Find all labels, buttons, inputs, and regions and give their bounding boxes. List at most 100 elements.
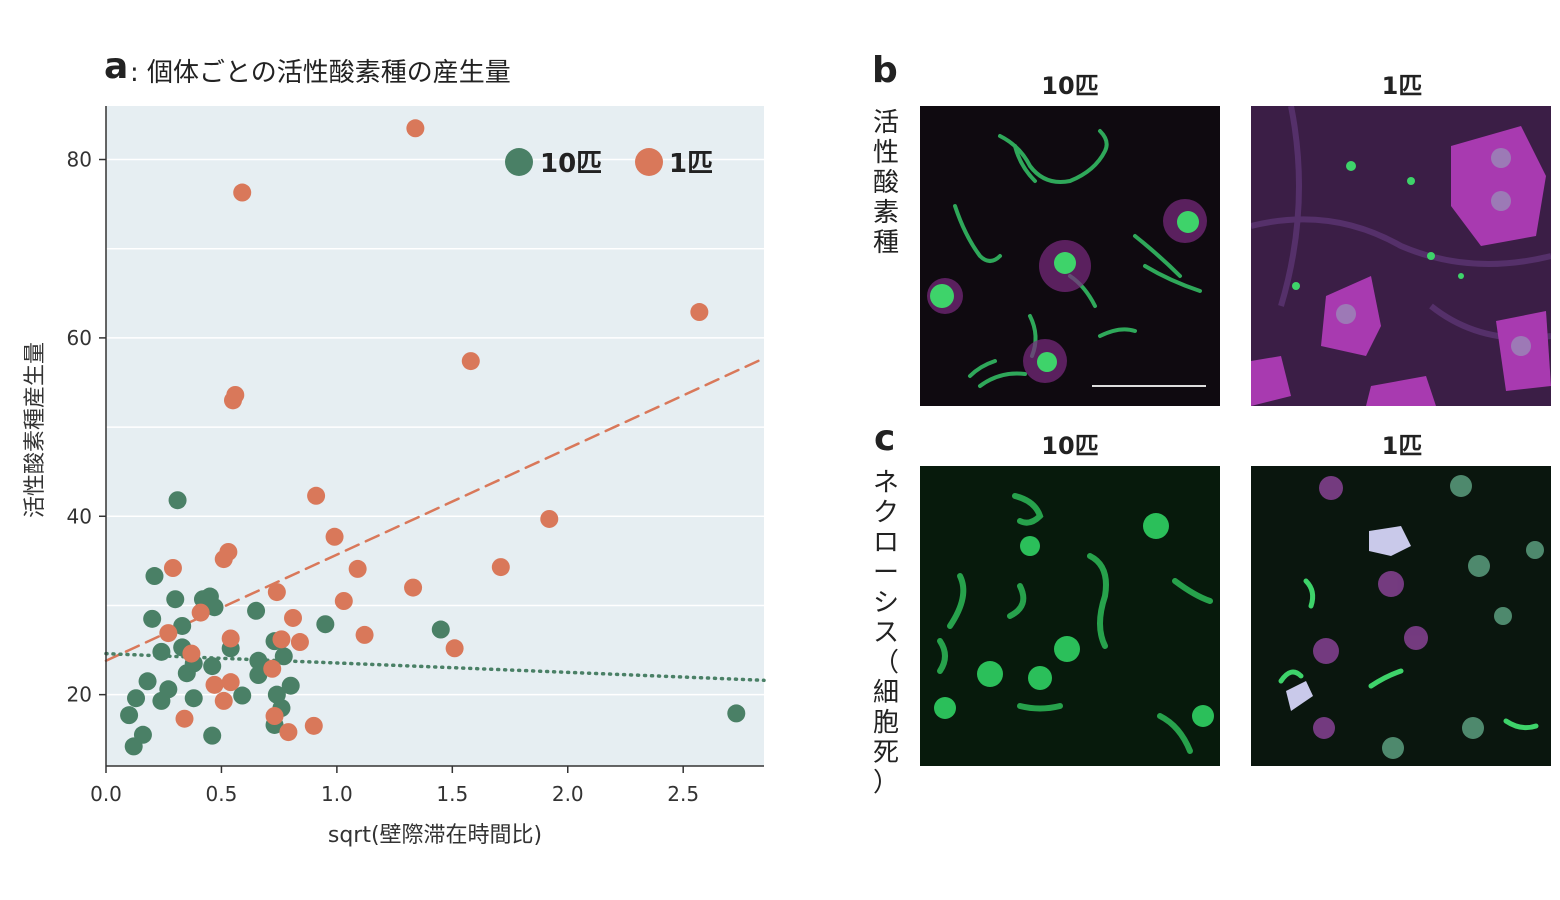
point-10 xyxy=(203,726,222,745)
point-1 xyxy=(163,559,182,577)
point-1 xyxy=(159,624,178,643)
x-tick-label: 1.0 xyxy=(321,782,353,806)
point-1 xyxy=(214,691,233,710)
x-tick-label: 0.0 xyxy=(90,782,122,806)
panel-b-col-label-1: 1匹 xyxy=(1381,72,1423,100)
point-1 xyxy=(491,558,510,577)
panel-c-letter: c xyxy=(874,418,896,459)
point-1 xyxy=(445,639,464,658)
panel-c-col-label-1: 1匹 xyxy=(1381,432,1423,460)
x-tick-label: 0.5 xyxy=(206,782,238,806)
point-10 xyxy=(159,680,178,699)
panel-c-row-label-char: ） xyxy=(872,768,899,798)
panel-a-title: : 個体ごとの活性酸素種の産生量 xyxy=(130,58,511,88)
point-1 xyxy=(406,119,425,138)
point-10 xyxy=(205,598,224,617)
point-1 xyxy=(219,542,238,561)
point-10 xyxy=(274,647,293,666)
point-1 xyxy=(334,592,353,610)
point-1 xyxy=(325,527,344,546)
point-10 xyxy=(727,704,746,723)
y-tick-label: 80 xyxy=(67,148,92,172)
panel-b-row-label-char: 活 xyxy=(872,108,899,138)
panel-b-row-label-char: 素 xyxy=(872,198,899,228)
point-1 xyxy=(221,629,240,648)
point-1 xyxy=(267,583,286,602)
point-1 xyxy=(265,707,284,726)
point-10 xyxy=(133,725,152,744)
point-10 xyxy=(431,620,450,639)
panel-b-row-label-char: 酸 xyxy=(872,168,899,198)
point-1 xyxy=(226,385,245,404)
y-tick-label: 60 xyxy=(67,326,92,350)
point-1 xyxy=(284,608,303,627)
point-1 xyxy=(175,709,194,728)
point-1 xyxy=(355,625,374,644)
y-tick-label: 40 xyxy=(67,504,92,528)
panel-c-row-label-char: ク xyxy=(872,498,899,528)
point-10 xyxy=(247,601,266,620)
point-1 xyxy=(233,183,252,202)
point-10 xyxy=(145,567,164,586)
panel-c-row-label-char: 胞 xyxy=(872,708,899,738)
point-10 xyxy=(138,672,157,691)
panel-c-row-label: ネクローシス（細胞死） xyxy=(866,468,906,798)
point-1 xyxy=(182,644,201,663)
legend-marker-10 xyxy=(505,148,533,176)
point-10 xyxy=(316,615,335,634)
micrograph-necrosis-1 xyxy=(1251,466,1551,766)
micrograph-ros-1 xyxy=(1251,106,1551,406)
point-10 xyxy=(143,609,162,628)
panel-b-row-label-char: 種 xyxy=(872,228,899,258)
panel-c-row-label-char: （ xyxy=(872,648,899,678)
micrograph-necrosis-10 xyxy=(920,466,1220,766)
data-points xyxy=(120,119,746,756)
point-10 xyxy=(203,657,222,676)
point-1 xyxy=(272,630,291,649)
point-10 xyxy=(249,666,268,685)
panel-c-row-label-char: ー xyxy=(872,558,899,588)
point-10 xyxy=(120,706,139,725)
panel-a-letter: a xyxy=(104,46,129,87)
x-ticks: 0.0 0.5 1.0 1.5 2.0 2.5 xyxy=(90,766,699,806)
panel-c-row-label-char: 細 xyxy=(872,678,899,708)
panel-b-col-label-10: 10匹 xyxy=(1041,72,1099,100)
legend-label-1: 1匹 xyxy=(669,149,713,179)
panel-c-row-label-char: 死 xyxy=(872,738,899,768)
legend-marker-1 xyxy=(635,148,663,176)
point-1 xyxy=(221,673,240,692)
trendline-10 xyxy=(104,651,766,683)
micrograph-ros-10 xyxy=(920,106,1220,406)
panel-c-col-label-10: 10匹 xyxy=(1041,432,1099,460)
point-1 xyxy=(263,659,282,678)
panel-c-row-label-char: ネ xyxy=(872,468,899,498)
x-axis-label: sqrt(壁際滞在時間比) xyxy=(328,823,542,848)
point-10 xyxy=(127,689,146,708)
point-1 xyxy=(304,716,323,735)
y-axis-label: 活性酸素種産生量 xyxy=(23,342,48,518)
panel-c-row-label-char: シ xyxy=(872,588,899,618)
panel-c-row-label-char: ロ xyxy=(872,528,899,558)
y-ticks: 20 40 60 80 xyxy=(67,148,106,707)
panel-b-letter: b xyxy=(872,50,898,91)
point-1 xyxy=(404,578,423,597)
y-tick-label: 20 xyxy=(67,683,92,707)
x-tick-label: 2.0 xyxy=(552,782,584,806)
x-tick-label: 1.5 xyxy=(436,782,468,806)
point-10 xyxy=(173,616,192,635)
point-1 xyxy=(307,486,326,505)
point-10 xyxy=(152,642,171,661)
point-10 xyxy=(281,676,300,695)
legend: 10匹 1匹 xyxy=(505,148,713,179)
panel-b-row-label: 活性酸素種 xyxy=(866,108,906,258)
plot-area xyxy=(106,106,764,766)
panel-c-row-label-char: ス xyxy=(872,618,899,648)
point-1 xyxy=(191,603,210,622)
point-1 xyxy=(690,303,709,322)
point-1 xyxy=(279,723,298,742)
point-10 xyxy=(233,686,252,705)
point-1 xyxy=(205,675,224,694)
scatter-chart: 0.0 0.5 1.0 1.5 2.0 2.5 20 40 60 80 sqrt(壁際滞在時間比… xyxy=(23,106,766,848)
point-10 xyxy=(184,689,203,708)
legend-label-10: 10匹 xyxy=(540,149,602,179)
